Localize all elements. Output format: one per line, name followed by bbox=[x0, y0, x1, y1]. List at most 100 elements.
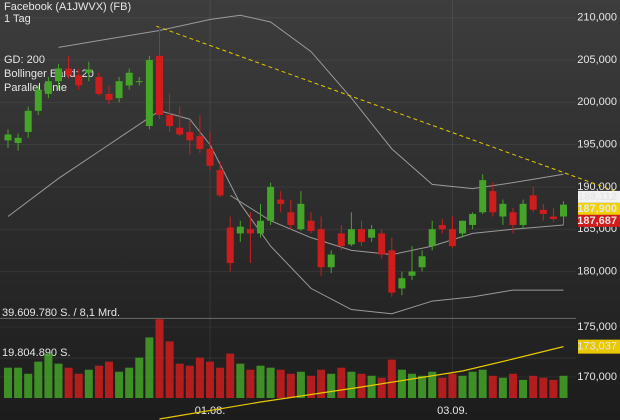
volume-bar bbox=[478, 369, 487, 398]
candle-body bbox=[186, 131, 194, 141]
candle-body bbox=[14, 137, 22, 143]
volume-bar bbox=[468, 371, 477, 398]
legend-gd: GD: 200 bbox=[4, 54, 45, 66]
candle-body bbox=[519, 203, 527, 225]
candle-body bbox=[95, 76, 103, 94]
volume-bar bbox=[34, 361, 43, 398]
candle-body bbox=[337, 233, 345, 247]
price-tag-label: 187,900 bbox=[577, 203, 617, 215]
y-tick-label: 190,000 bbox=[577, 181, 617, 193]
trendline bbox=[156, 25, 620, 194]
volume-bar bbox=[438, 377, 447, 398]
volume-bar bbox=[509, 373, 517, 398]
candle-body bbox=[297, 203, 305, 230]
candle-body bbox=[388, 250, 396, 293]
candle-body bbox=[347, 229, 355, 245]
volume-bar bbox=[448, 373, 457, 398]
candle-body bbox=[34, 89, 42, 111]
volume-bar bbox=[74, 373, 83, 398]
volume-bar bbox=[317, 369, 326, 398]
volume-bar bbox=[488, 375, 497, 398]
candle-body bbox=[378, 233, 386, 255]
volume-bar bbox=[4, 367, 12, 398]
candle-body bbox=[4, 134, 12, 141]
volume-bar bbox=[428, 371, 437, 398]
volume-bar bbox=[458, 375, 467, 398]
candle-body bbox=[176, 127, 184, 135]
volume-bar bbox=[44, 353, 53, 398]
candle-body bbox=[206, 148, 214, 166]
chart-subtitle: 1 Tag bbox=[4, 13, 31, 25]
candle-body bbox=[267, 186, 275, 221]
candle-body bbox=[196, 136, 204, 149]
candle-body bbox=[499, 203, 507, 217]
candle-body bbox=[358, 229, 365, 242]
candle-body bbox=[368, 229, 376, 238]
candle-body bbox=[277, 199, 285, 204]
volume-bar bbox=[549, 379, 558, 398]
volume-bar bbox=[539, 377, 548, 398]
candle-body bbox=[489, 191, 497, 213]
candle-body bbox=[24, 110, 32, 132]
volume-bar bbox=[135, 357, 144, 398]
candle-body bbox=[307, 220, 315, 231]
volume-bar bbox=[337, 367, 346, 398]
candle-body bbox=[236, 226, 244, 234]
candle-body bbox=[257, 220, 264, 234]
price-tag bbox=[578, 202, 620, 215]
volume-bar bbox=[145, 337, 154, 398]
candle-body bbox=[75, 75, 83, 86]
volume-bar bbox=[246, 369, 255, 398]
candle-body bbox=[226, 227, 234, 264]
candle-body bbox=[216, 169, 224, 196]
volume-bar bbox=[408, 373, 416, 398]
candle-body bbox=[459, 220, 466, 234]
y-tick-label: 205,000 bbox=[577, 54, 617, 66]
volume-bar bbox=[216, 367, 225, 398]
volume-bar bbox=[387, 359, 396, 398]
volume-tick-label: 19.804.890 S. bbox=[2, 347, 71, 359]
candle-body bbox=[327, 254, 335, 268]
volume-bar bbox=[307, 375, 315, 398]
candle-body bbox=[44, 81, 52, 94]
candle-body bbox=[166, 115, 174, 127]
y2-tick-label: 175,000 bbox=[577, 321, 617, 333]
volume-bar bbox=[14, 367, 23, 398]
volume-bar bbox=[347, 371, 356, 398]
candle-body bbox=[398, 278, 406, 289]
volume-bar bbox=[418, 375, 427, 398]
volume-bar bbox=[397, 369, 406, 398]
volume-bar bbox=[175, 363, 184, 398]
volume-bar bbox=[327, 373, 336, 398]
price-tag-label: 188,112 bbox=[578, 191, 617, 203]
candle-body bbox=[549, 216, 557, 220]
x-tick-label: 03.09. bbox=[437, 405, 468, 417]
volume-bar bbox=[24, 373, 33, 398]
volume-bar bbox=[519, 379, 528, 398]
volume-bar bbox=[377, 377, 386, 398]
candle-body bbox=[287, 212, 295, 225]
candle-body bbox=[317, 229, 325, 268]
candle-body bbox=[448, 229, 456, 247]
volume-tick-label: 39.609.780 S. / 8,1 Mrd. bbox=[2, 307, 120, 319]
volume-bar bbox=[105, 361, 113, 398]
volume-bar bbox=[125, 367, 134, 398]
volume-bar bbox=[185, 365, 194, 398]
candle-body bbox=[539, 209, 547, 214]
price-tag bbox=[578, 214, 620, 227]
volume-bar bbox=[367, 375, 376, 398]
candle-body bbox=[469, 213, 477, 225]
candle-body bbox=[135, 81, 143, 83]
candle-body bbox=[115, 81, 123, 99]
price-tag-label: 187,687 bbox=[577, 215, 617, 227]
candle-body bbox=[105, 93, 113, 100]
candle-body bbox=[418, 256, 426, 268]
price-tag bbox=[578, 190, 620, 203]
gd-tag bbox=[578, 339, 620, 354]
volume-bar bbox=[529, 375, 538, 398]
gd-line bbox=[159, 346, 564, 420]
candle-body bbox=[509, 212, 517, 225]
candle-body bbox=[529, 195, 537, 210]
